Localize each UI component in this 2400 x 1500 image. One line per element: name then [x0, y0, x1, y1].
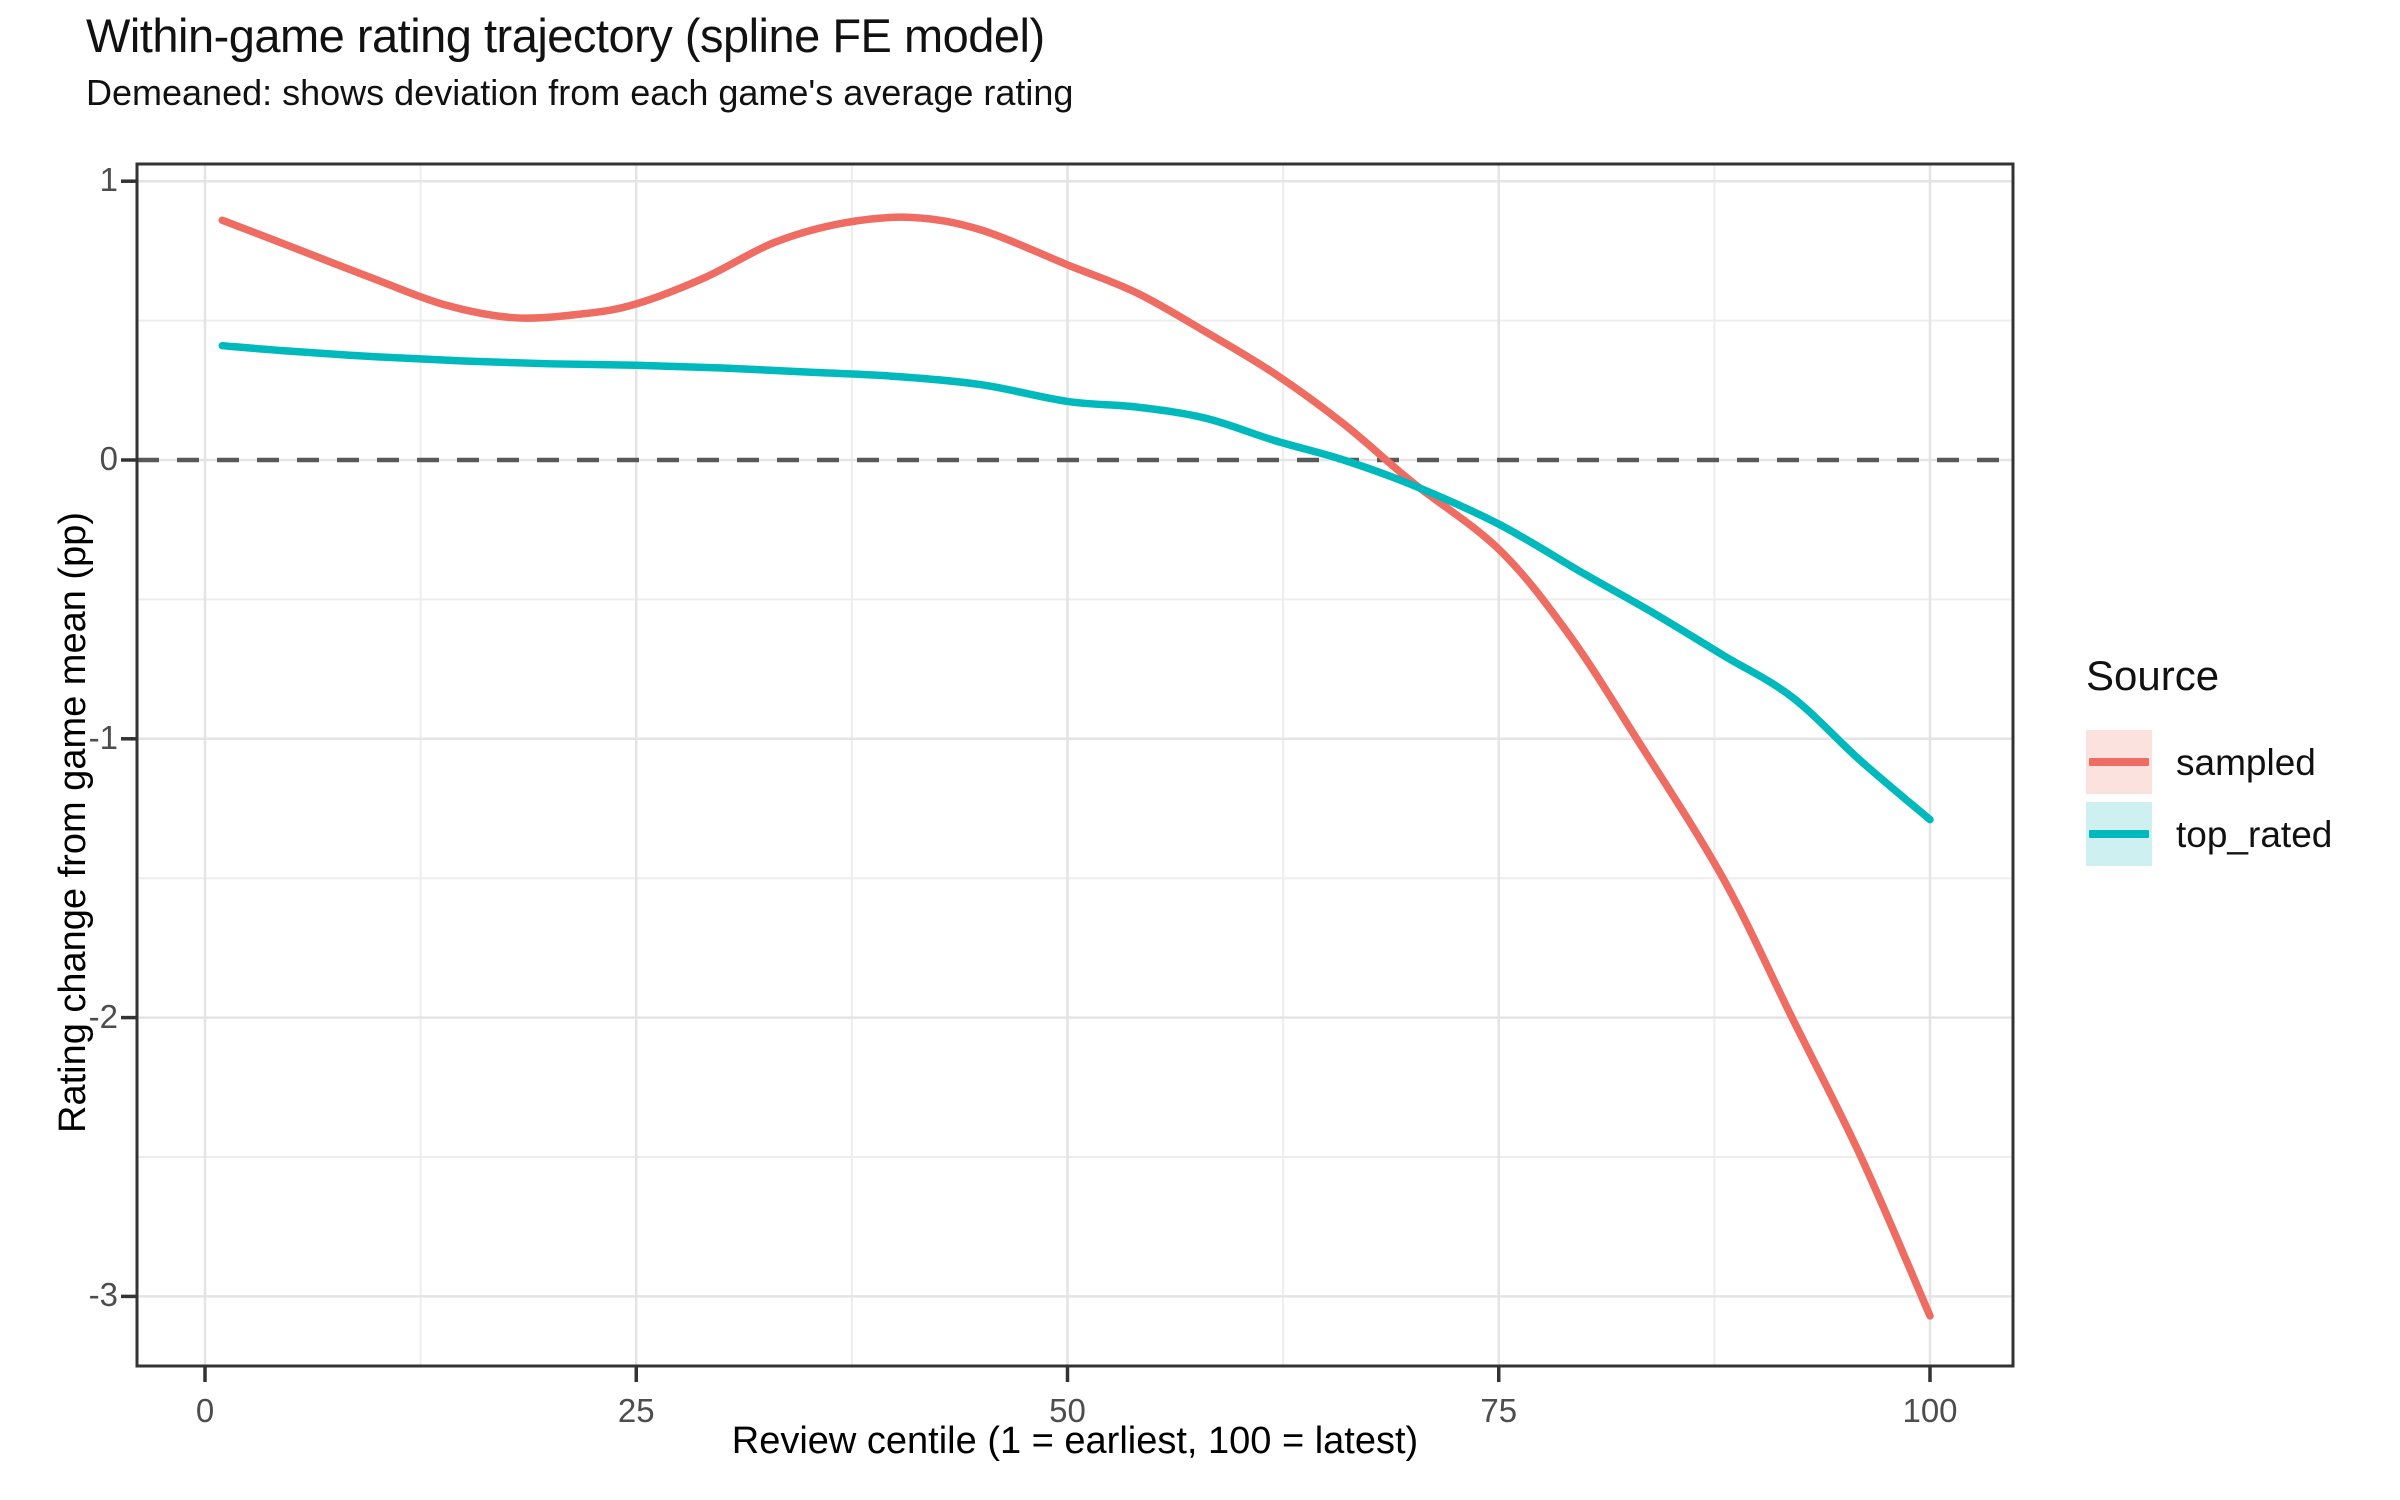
x-tick-label: 75	[1480, 1392, 1518, 1429]
x-tick-label: 0	[195, 1392, 215, 1429]
y-tick-label: -3	[88, 1276, 118, 1314]
legend-key-top_rated	[2086, 802, 2152, 866]
x-axis-label: Review centile (1 = earliest, 100 = late…	[731, 1420, 1419, 1462]
x-tick-label: 100	[1902, 1392, 1958, 1429]
y-tick-label: -2	[88, 997, 118, 1035]
legend-entries: sampled top_rated	[2086, 730, 2332, 868]
legend: Source sampled top_rated	[2086, 652, 2332, 874]
legend-title: Source	[2086, 652, 2220, 699]
x-tick-label: 25	[617, 1392, 655, 1429]
y-tick-label: 1	[99, 161, 118, 199]
chart-title: Within-game rating trajectory (spline FE…	[86, 9, 1045, 62]
curve-sampled	[218, 213, 1934, 1320]
y-tick-label: 0	[99, 440, 118, 477]
legend-key-line-top_rated	[2089, 830, 2149, 838]
panel-border	[135, 162, 2015, 1368]
grid-major	[137, 164, 2013, 1366]
legend-entry-sampled: sampled	[2086, 730, 2316, 796]
axis-tick-marks	[121, 179, 1932, 1382]
legend-key-line-sampled	[2089, 758, 2149, 766]
chart-subtitle: Demeaned: shows deviation from each game…	[86, 72, 1074, 113]
curve-top_rated	[218, 341, 1934, 824]
x-tick-label: 50	[1049, 1392, 1086, 1429]
grid-minor	[137, 164, 2013, 1366]
legend-label-top_rated: top_rated	[2176, 814, 2333, 855]
y-axis-label: Rating change from game mean (pp)	[52, 512, 94, 1133]
legend-label-sampled: sampled	[2176, 742, 2316, 783]
legend-entry-top_rated: top_rated	[2086, 802, 2332, 868]
data-curves	[218, 213, 1934, 1320]
legend-key-sampled	[2086, 730, 2152, 794]
y-tick-label: -1	[88, 718, 118, 756]
